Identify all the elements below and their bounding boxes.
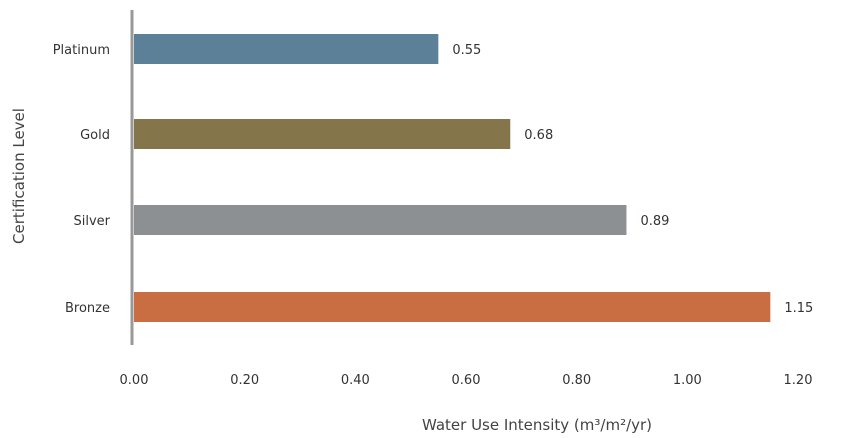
x-tick-label: 0.80 [562, 373, 591, 388]
y-axis-title: Certification Level [10, 108, 28, 244]
bar-silver [134, 205, 627, 235]
bar-platinum [134, 34, 439, 64]
data-label-platinum: 0.55 [452, 43, 481, 58]
category-labels: Platinum Gold Silver Bronze [53, 43, 111, 316]
category-label-bronze: Bronze [65, 301, 110, 316]
bars-group [134, 34, 771, 322]
x-tick-label: 0.20 [230, 373, 259, 388]
category-label-gold: Gold [80, 128, 110, 143]
x-tick-label: 1.20 [784, 373, 813, 388]
bar-gold [134, 119, 511, 149]
x-tick-labels: 0.00 0.20 0.40 0.60 0.80 1.00 1.20 [120, 373, 813, 388]
category-label-silver: Silver [73, 214, 110, 229]
data-labels: 0.55 0.68 0.89 1.15 [452, 43, 813, 316]
data-label-silver: 0.89 [640, 214, 669, 229]
data-label-bronze: 1.15 [784, 301, 813, 316]
data-label-gold: 0.68 [524, 128, 553, 143]
x-tick-label: 0.40 [341, 373, 370, 388]
x-tick-label: 1.00 [673, 373, 702, 388]
x-axis-title: Water Use Intensity (m³/m²/yr) [422, 416, 652, 434]
category-label-platinum: Platinum [53, 43, 110, 58]
x-tick-label: 0.60 [452, 373, 481, 388]
x-tick-label: 0.00 [120, 373, 149, 388]
bar-bronze [134, 292, 771, 322]
